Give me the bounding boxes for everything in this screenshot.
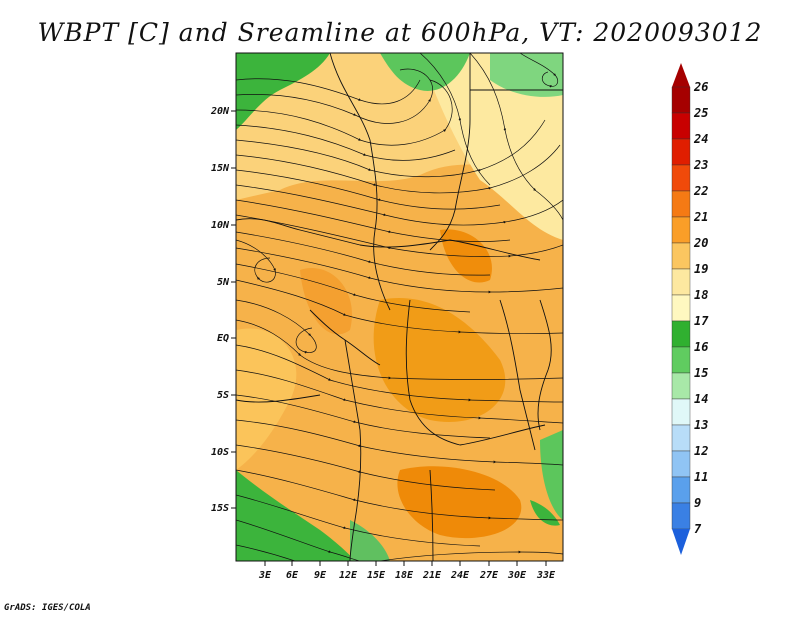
colorbar-label-19: 19 <box>694 262 708 276</box>
colorbar-cell-11 <box>671 476 691 504</box>
colorbar-label-24: 24 <box>693 132 708 146</box>
lat-axis: 20N 15N 10N 5N EQ 5S 10S 15S <box>210 106 236 514</box>
wbpt-green-north <box>380 53 470 91</box>
colorbar-label-16: 16 <box>694 340 708 354</box>
colorbar-cell-19 <box>671 268 691 296</box>
wbpt-green-south <box>350 520 390 561</box>
colorbar: 26 25 24 23 22 21 20 19 18 17 16 15 14 1… <box>671 63 709 555</box>
colorbar-label-21: 21 <box>693 210 708 224</box>
colorbar-label-9: 9 <box>694 496 701 510</box>
colorbar-label-15: 15 <box>694 366 708 380</box>
colorbar-label-26: 26 <box>693 80 708 94</box>
colorbar-label-13: 13 <box>694 418 708 432</box>
colorbar-cell-22 <box>671 190 691 218</box>
map-title: WBPT [C] and Sreamline at 600hPa, VT: 20… <box>37 18 763 47</box>
colorbar-cell-26 <box>671 86 691 114</box>
lon-label-30e: 30E <box>507 570 527 581</box>
colorbar-cell-15 <box>671 372 691 400</box>
colorbar-cell-14 <box>671 398 691 426</box>
lat-label-15n: 15N <box>211 163 230 174</box>
colorbar-cell-25 <box>671 112 691 140</box>
lon-label-33e: 33E <box>536 570 556 581</box>
credit-text: GrADS: IGES/COLA <box>4 603 91 613</box>
lat-label-5n: 5N <box>217 277 230 288</box>
lon-label-12e: 12E <box>339 570 358 581</box>
colorbar-cell-9 <box>671 502 691 530</box>
colorbar-label-20: 20 <box>693 236 708 250</box>
colorbar-cell-23 <box>671 164 691 192</box>
colorbar-label-7: 7 <box>694 522 702 536</box>
colorbar-label-25: 25 <box>693 106 708 120</box>
wbpt-core-west <box>300 268 352 335</box>
lon-axis: 3E 6E 9E 12E 15E 18E 21E 24E 27E 30E 33E <box>258 561 556 581</box>
wbpt-green-southwest <box>236 470 355 561</box>
lat-label-10n: 10N <box>211 220 230 231</box>
colorbar-label-23: 23 <box>693 158 708 172</box>
lat-label-15s: 15S <box>211 503 229 514</box>
colorbar-top-arrow <box>672 63 690 87</box>
colorbar-label-12: 12 <box>694 444 708 458</box>
colorbar-label-17: 17 <box>694 314 709 328</box>
lon-label-9e: 9E <box>314 570 327 581</box>
colorbar-cell-24 <box>671 138 691 166</box>
wbpt-band-northeast <box>420 53 563 240</box>
wbpt-green-east <box>540 430 563 520</box>
lon-label-3e: 3E <box>258 570 272 581</box>
lon-label-24e: 24E <box>450 570 470 581</box>
wbpt-green-southeast <box>530 500 560 526</box>
lon-label-6e: 6E <box>286 570 299 581</box>
lon-label-27e: 27E <box>479 570 499 581</box>
colorbar-bottom-arrow <box>672 529 690 555</box>
colorbar-label-18: 18 <box>694 288 708 302</box>
lat-label-eq: EQ <box>217 333 229 344</box>
lat-label-10s: 10S <box>211 447 229 458</box>
wbpt-green-northeast <box>490 53 563 97</box>
lat-label-5s: 5S <box>217 390 229 401</box>
colorbar-cell-18 <box>671 294 691 322</box>
colorbar-label-14: 14 <box>694 392 708 406</box>
lon-label-15e: 15E <box>367 570 386 581</box>
colorbar-cell-12 <box>671 450 691 478</box>
colorbar-cell-16 <box>671 346 691 374</box>
lat-label-20n: 20N <box>210 106 230 117</box>
map-frame <box>235 52 564 562</box>
colorbar-cell-20 <box>671 242 691 270</box>
wbpt-green-northwest <box>236 53 330 130</box>
lon-label-18e: 18E <box>395 570 414 581</box>
colorbar-cell-13 <box>671 424 691 452</box>
colorbar-label-11: 11 <box>694 470 708 484</box>
map-field <box>236 53 563 561</box>
colorbar-cell-21 <box>671 216 691 244</box>
lon-label-21e: 21E <box>422 570 442 581</box>
colorbar-cell-17 <box>671 320 691 348</box>
streamlines <box>236 53 563 561</box>
colorbar-label-22: 22 <box>693 184 708 198</box>
